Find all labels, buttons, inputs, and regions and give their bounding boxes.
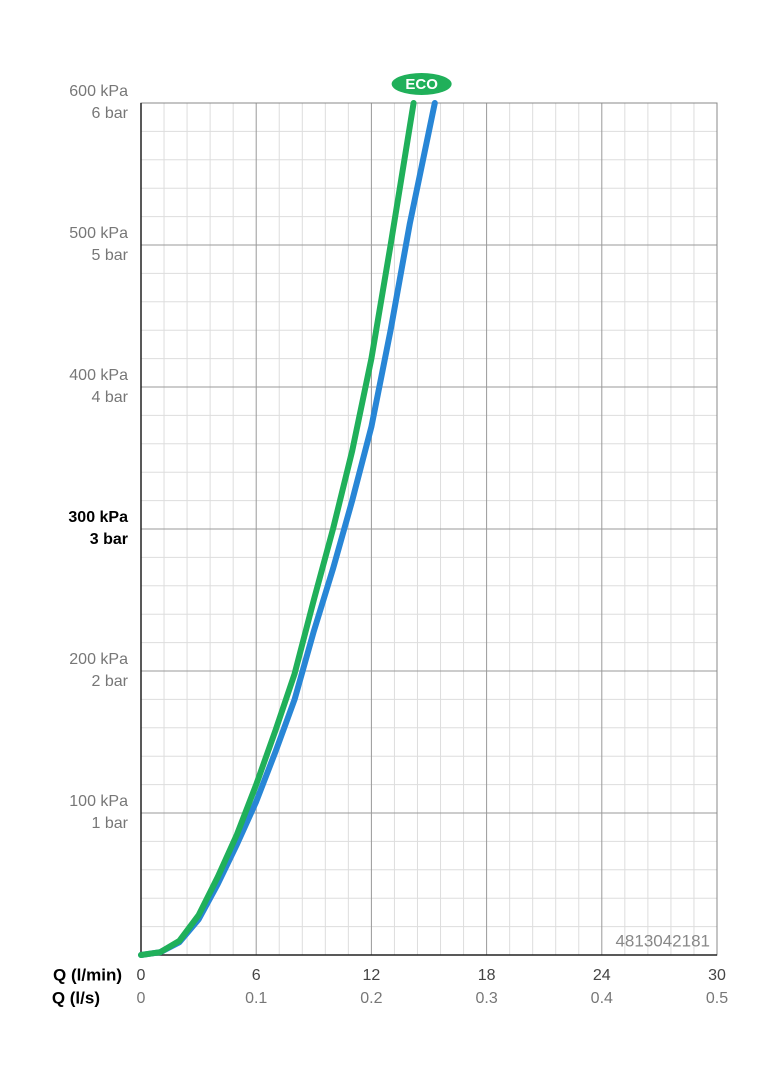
curve [138,100,417,958]
y-tick-label: 500 kPa [69,225,128,242]
y-tick-label: 100 kPa [69,793,128,810]
y2-tick-label: 5 bar [92,247,129,264]
eco-label: ECO [405,76,438,93]
x2-tick-label: 0.4 [591,990,613,1007]
y2-tick-label: 6 bar [92,105,129,122]
x-tick-label: 0 [137,967,146,984]
x-tick-label: 6 [252,967,261,984]
x-tick-label: 24 [593,967,611,984]
y2-tick-label: 3 bar [90,531,128,548]
y-tick-label: 200 kPa [69,651,128,668]
x2-axis-label: Q (l/s) [52,988,100,1007]
y2-tick-label: 1 bar [92,815,129,832]
y-tick-label: 600 kPa [69,83,128,100]
x2-tick-label: 0 [137,990,146,1007]
y-tick-label: 300 kPa [68,509,128,526]
x-axis-label: Q (l/min) [53,965,122,984]
y2-tick-label: 2 bar [92,673,129,690]
x2-tick-label: 0.2 [360,990,382,1007]
x2-tick-label: 0.3 [475,990,497,1007]
y-tick-label: 400 kPa [69,367,128,384]
product-code: 4813042181 [615,931,710,950]
eco-badge [391,73,452,95]
x2-tick-label: 0.5 [706,990,728,1007]
x-tick-label: 18 [478,967,496,984]
y2-tick-label: 4 bar [92,389,129,406]
x2-tick-label: 0.1 [245,990,267,1007]
x-tick-label: 12 [363,967,381,984]
x-tick-label: 30 [708,967,726,984]
